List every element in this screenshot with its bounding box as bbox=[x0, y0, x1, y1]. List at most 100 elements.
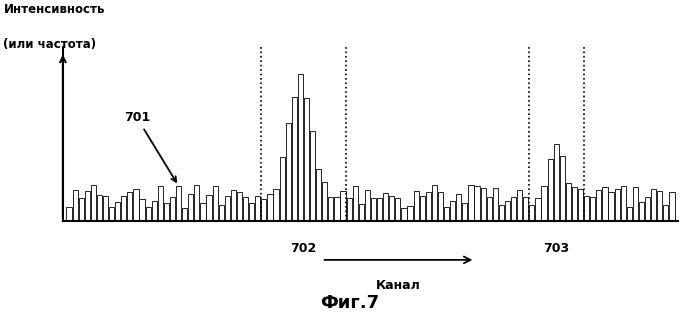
Bar bbox=[225, 196, 230, 220]
Bar bbox=[499, 205, 504, 220]
Bar bbox=[322, 181, 327, 220]
Bar bbox=[359, 204, 364, 220]
Bar bbox=[334, 197, 340, 220]
Bar bbox=[188, 194, 194, 220]
Bar bbox=[565, 183, 571, 220]
Bar bbox=[450, 201, 455, 220]
Bar bbox=[408, 206, 412, 220]
Bar bbox=[670, 192, 675, 220]
Bar bbox=[590, 197, 596, 220]
Bar bbox=[414, 191, 419, 220]
Bar bbox=[353, 186, 358, 220]
Bar bbox=[127, 192, 133, 220]
Bar bbox=[377, 198, 382, 220]
Bar bbox=[572, 187, 577, 220]
Bar bbox=[505, 201, 510, 220]
Bar bbox=[517, 191, 522, 220]
Bar bbox=[383, 193, 388, 220]
Bar bbox=[329, 197, 333, 220]
Bar bbox=[529, 205, 535, 220]
Bar bbox=[310, 131, 315, 220]
Bar bbox=[627, 208, 632, 220]
Bar bbox=[273, 189, 279, 220]
Bar bbox=[286, 123, 291, 220]
Bar bbox=[462, 203, 468, 220]
Bar bbox=[158, 186, 163, 220]
Bar bbox=[608, 192, 614, 220]
Bar bbox=[633, 187, 638, 220]
Bar bbox=[212, 186, 218, 220]
Bar bbox=[291, 97, 297, 220]
Bar bbox=[268, 194, 273, 220]
Bar bbox=[365, 191, 370, 220]
Bar bbox=[475, 186, 480, 220]
Text: 701: 701 bbox=[124, 111, 176, 182]
Bar bbox=[145, 207, 151, 220]
Bar bbox=[614, 189, 620, 220]
Bar bbox=[340, 191, 345, 220]
Bar bbox=[73, 190, 78, 220]
Text: Фиг.7: Фиг.7 bbox=[320, 294, 379, 312]
Bar bbox=[438, 192, 443, 220]
Text: 703: 703 bbox=[543, 242, 569, 255]
Bar bbox=[121, 196, 127, 220]
Bar bbox=[164, 203, 169, 220]
Bar bbox=[645, 197, 650, 220]
Text: Канал: Канал bbox=[376, 279, 421, 292]
Bar bbox=[66, 207, 71, 220]
Bar bbox=[134, 189, 138, 220]
Bar bbox=[298, 74, 303, 220]
Bar bbox=[304, 98, 309, 220]
Bar bbox=[493, 188, 498, 220]
Bar bbox=[316, 169, 322, 220]
Bar bbox=[219, 205, 224, 220]
Bar bbox=[255, 197, 261, 220]
Bar bbox=[584, 196, 589, 220]
Bar bbox=[511, 197, 516, 220]
Bar bbox=[237, 192, 242, 220]
Bar bbox=[249, 203, 254, 220]
Bar bbox=[206, 195, 212, 220]
Bar bbox=[243, 197, 248, 220]
Bar bbox=[182, 208, 187, 220]
Bar bbox=[535, 198, 540, 220]
Bar bbox=[603, 187, 607, 220]
Bar bbox=[170, 198, 175, 220]
Bar bbox=[419, 196, 425, 220]
Bar bbox=[280, 157, 284, 220]
Bar bbox=[651, 189, 656, 220]
Bar bbox=[542, 186, 547, 220]
Bar bbox=[389, 196, 394, 220]
Bar bbox=[371, 198, 376, 220]
Bar bbox=[487, 197, 492, 220]
Text: (или частота): (или частота) bbox=[3, 38, 96, 51]
Bar bbox=[444, 207, 449, 220]
Bar bbox=[97, 195, 102, 220]
Bar bbox=[176, 186, 181, 220]
Bar bbox=[85, 191, 90, 220]
Bar bbox=[347, 198, 352, 220]
Bar bbox=[621, 186, 626, 220]
Bar bbox=[231, 190, 236, 220]
Bar bbox=[596, 190, 601, 220]
Bar bbox=[103, 196, 108, 220]
Bar bbox=[201, 203, 206, 220]
Bar bbox=[657, 191, 663, 220]
Bar bbox=[663, 205, 668, 220]
Bar bbox=[547, 158, 553, 220]
Bar bbox=[115, 202, 120, 220]
Bar bbox=[78, 198, 84, 220]
Bar bbox=[109, 207, 114, 220]
Bar bbox=[578, 189, 583, 220]
Bar bbox=[456, 194, 461, 220]
Bar bbox=[91, 185, 96, 220]
Bar bbox=[480, 188, 486, 220]
Text: Интенсивность: Интенсивность bbox=[3, 3, 105, 16]
Bar bbox=[523, 197, 528, 220]
Bar bbox=[639, 202, 644, 220]
Bar bbox=[140, 199, 145, 220]
Bar bbox=[152, 202, 157, 220]
Bar bbox=[396, 198, 401, 220]
Bar bbox=[432, 185, 437, 220]
Bar bbox=[194, 186, 199, 220]
